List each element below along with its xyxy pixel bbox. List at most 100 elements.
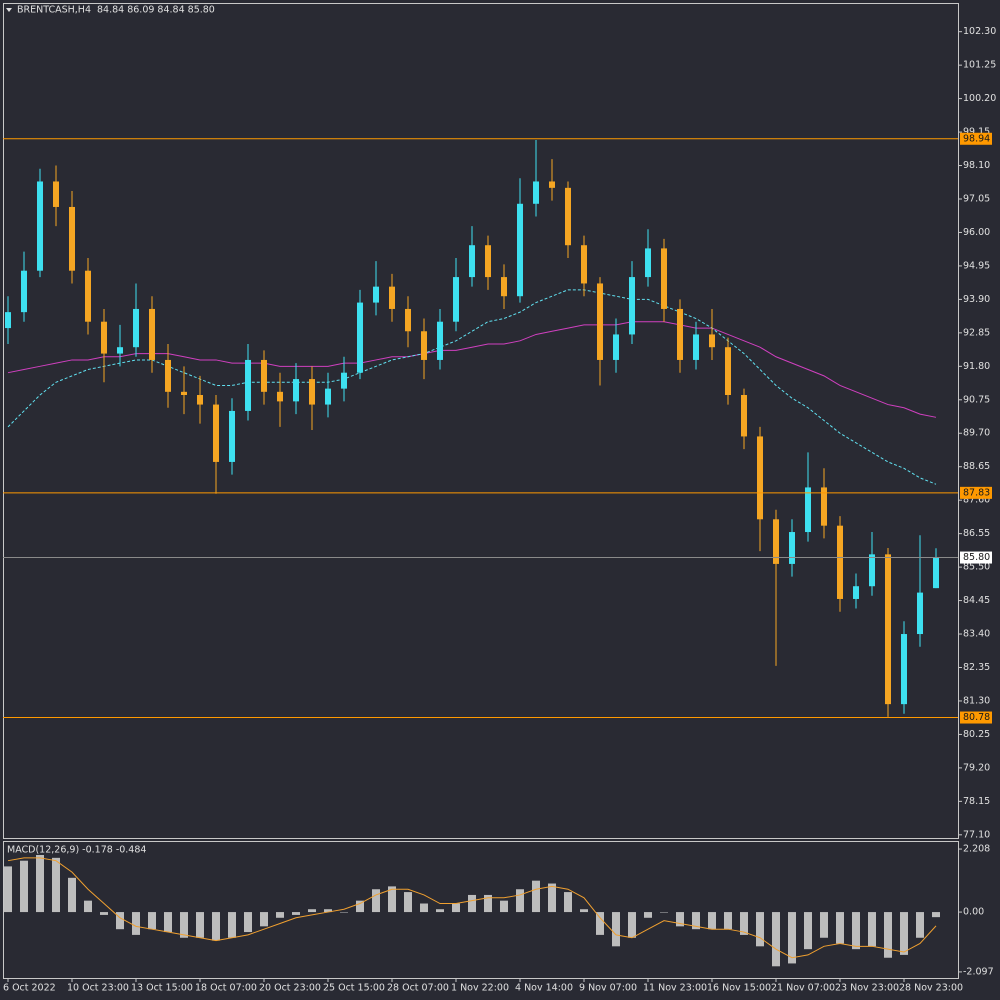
candle-body [709,334,715,348]
candle-body [85,270,91,322]
candle-body [773,519,779,564]
macd-bar [244,912,252,933]
candle-body [5,312,11,329]
x-tick-label: 25 Oct 15:00 [323,983,385,994]
macd-bar [628,912,636,938]
candle-body [885,554,891,705]
price-level-tag [960,132,992,145]
candle-body [933,557,939,589]
macd-bar [820,912,828,938]
macd-panel [3,841,959,979]
macd-bar [388,886,396,913]
macd-bar [644,912,652,918]
candle-body [293,379,299,402]
macd-bar [212,912,220,941]
y-tick-label: 0.00 [963,907,984,918]
macd-bar [180,912,188,938]
x-tick-label: 6 Oct 2022 [3,983,56,994]
macd-bar [484,894,492,913]
candle-body [661,248,667,309]
macd-bar [612,912,620,947]
price-level-tag [960,711,992,724]
y-tick-label: 92.85 [963,327,990,338]
macd-bar [196,912,204,938]
macd-bar [740,912,748,935]
candle-body [165,359,171,392]
moving-average [7,321,937,418]
macd-title: MACD(12,26,9) -0.178 -0.484 [7,845,146,856]
y-tick-label: 100.20 [963,93,996,104]
dropdown-icon[interactable] [6,8,12,12]
macd-bar [548,883,556,913]
y-tick-label: 87.60 [963,495,990,506]
y-tick-label: 94.95 [963,260,990,271]
candle-body [357,302,363,373]
y-tick-label: 79.20 [963,762,990,773]
macd-bar [660,912,668,913]
macd-bar [788,912,796,964]
candle-body [549,181,555,188]
candle-body [805,487,811,533]
macd-bar [692,912,700,930]
y-tick-label: 83.40 [963,629,990,640]
x-tick-label: 28 Nov 23:00 [899,983,963,994]
candle-body [693,334,699,360]
x-tick-label: 10 Oct 23:00 [67,983,129,994]
macd-bar [356,900,364,913]
candle-body [373,286,379,303]
candle-body [613,334,619,360]
macd-bar [404,892,412,913]
candle-body [213,404,219,462]
candle-body [629,277,635,335]
macd-bar [260,912,268,927]
candle-body [901,634,907,705]
macd-bar [20,860,28,913]
macd-bar [852,912,860,950]
candle-body [437,321,443,360]
macd-bar [436,909,444,913]
candle-body [741,395,747,437]
x-tick-label: 23 Nov 23:00 [835,983,899,994]
macd-bar [148,912,156,930]
candle-body [197,395,203,405]
candle-body [501,277,507,297]
y-tick-label: 80.25 [963,729,990,740]
macd-bar [516,889,524,913]
signal-line [7,857,937,959]
macd-bar [580,909,588,913]
candle-body [533,181,539,204]
price-level-label: 80.78 [963,712,990,723]
y-tick-label: 82.35 [963,662,990,673]
y-tick-label: 77.10 [963,829,990,840]
candle-body [53,181,59,207]
candle-body [405,308,411,332]
y-tick-label: 91.80 [963,361,990,372]
candle-body [645,248,651,278]
macd-bar [900,912,908,955]
candle-body [133,308,139,348]
candle-body [565,187,571,246]
candle-body [677,308,683,360]
candle-body [725,347,731,396]
y-tick-label: 96.00 [963,227,990,238]
macd-bar [164,912,172,933]
symbol-title: BRENTCASH,H4 [17,5,91,16]
y-tick-label: 101.25 [963,60,996,71]
candle-body [117,347,123,354]
y-tick-label: 78.15 [963,796,990,807]
macd-bar [372,889,380,913]
candle-body [309,379,315,405]
x-tick-label: 28 Oct 07:00 [387,983,449,994]
macd-bar [100,912,108,915]
candle-body [37,181,43,271]
candle-body [581,245,587,284]
candle-body [789,532,795,564]
candle-body [421,331,427,360]
macd-bar [308,909,316,913]
y-tick-label: 99.15 [963,127,990,138]
y-tick-label: 93.90 [963,294,990,305]
macd-bar [932,912,940,918]
candle-body [229,410,235,462]
